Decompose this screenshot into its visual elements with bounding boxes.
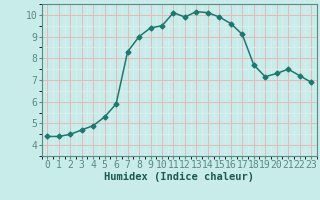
X-axis label: Humidex (Indice chaleur): Humidex (Indice chaleur) bbox=[104, 172, 254, 182]
